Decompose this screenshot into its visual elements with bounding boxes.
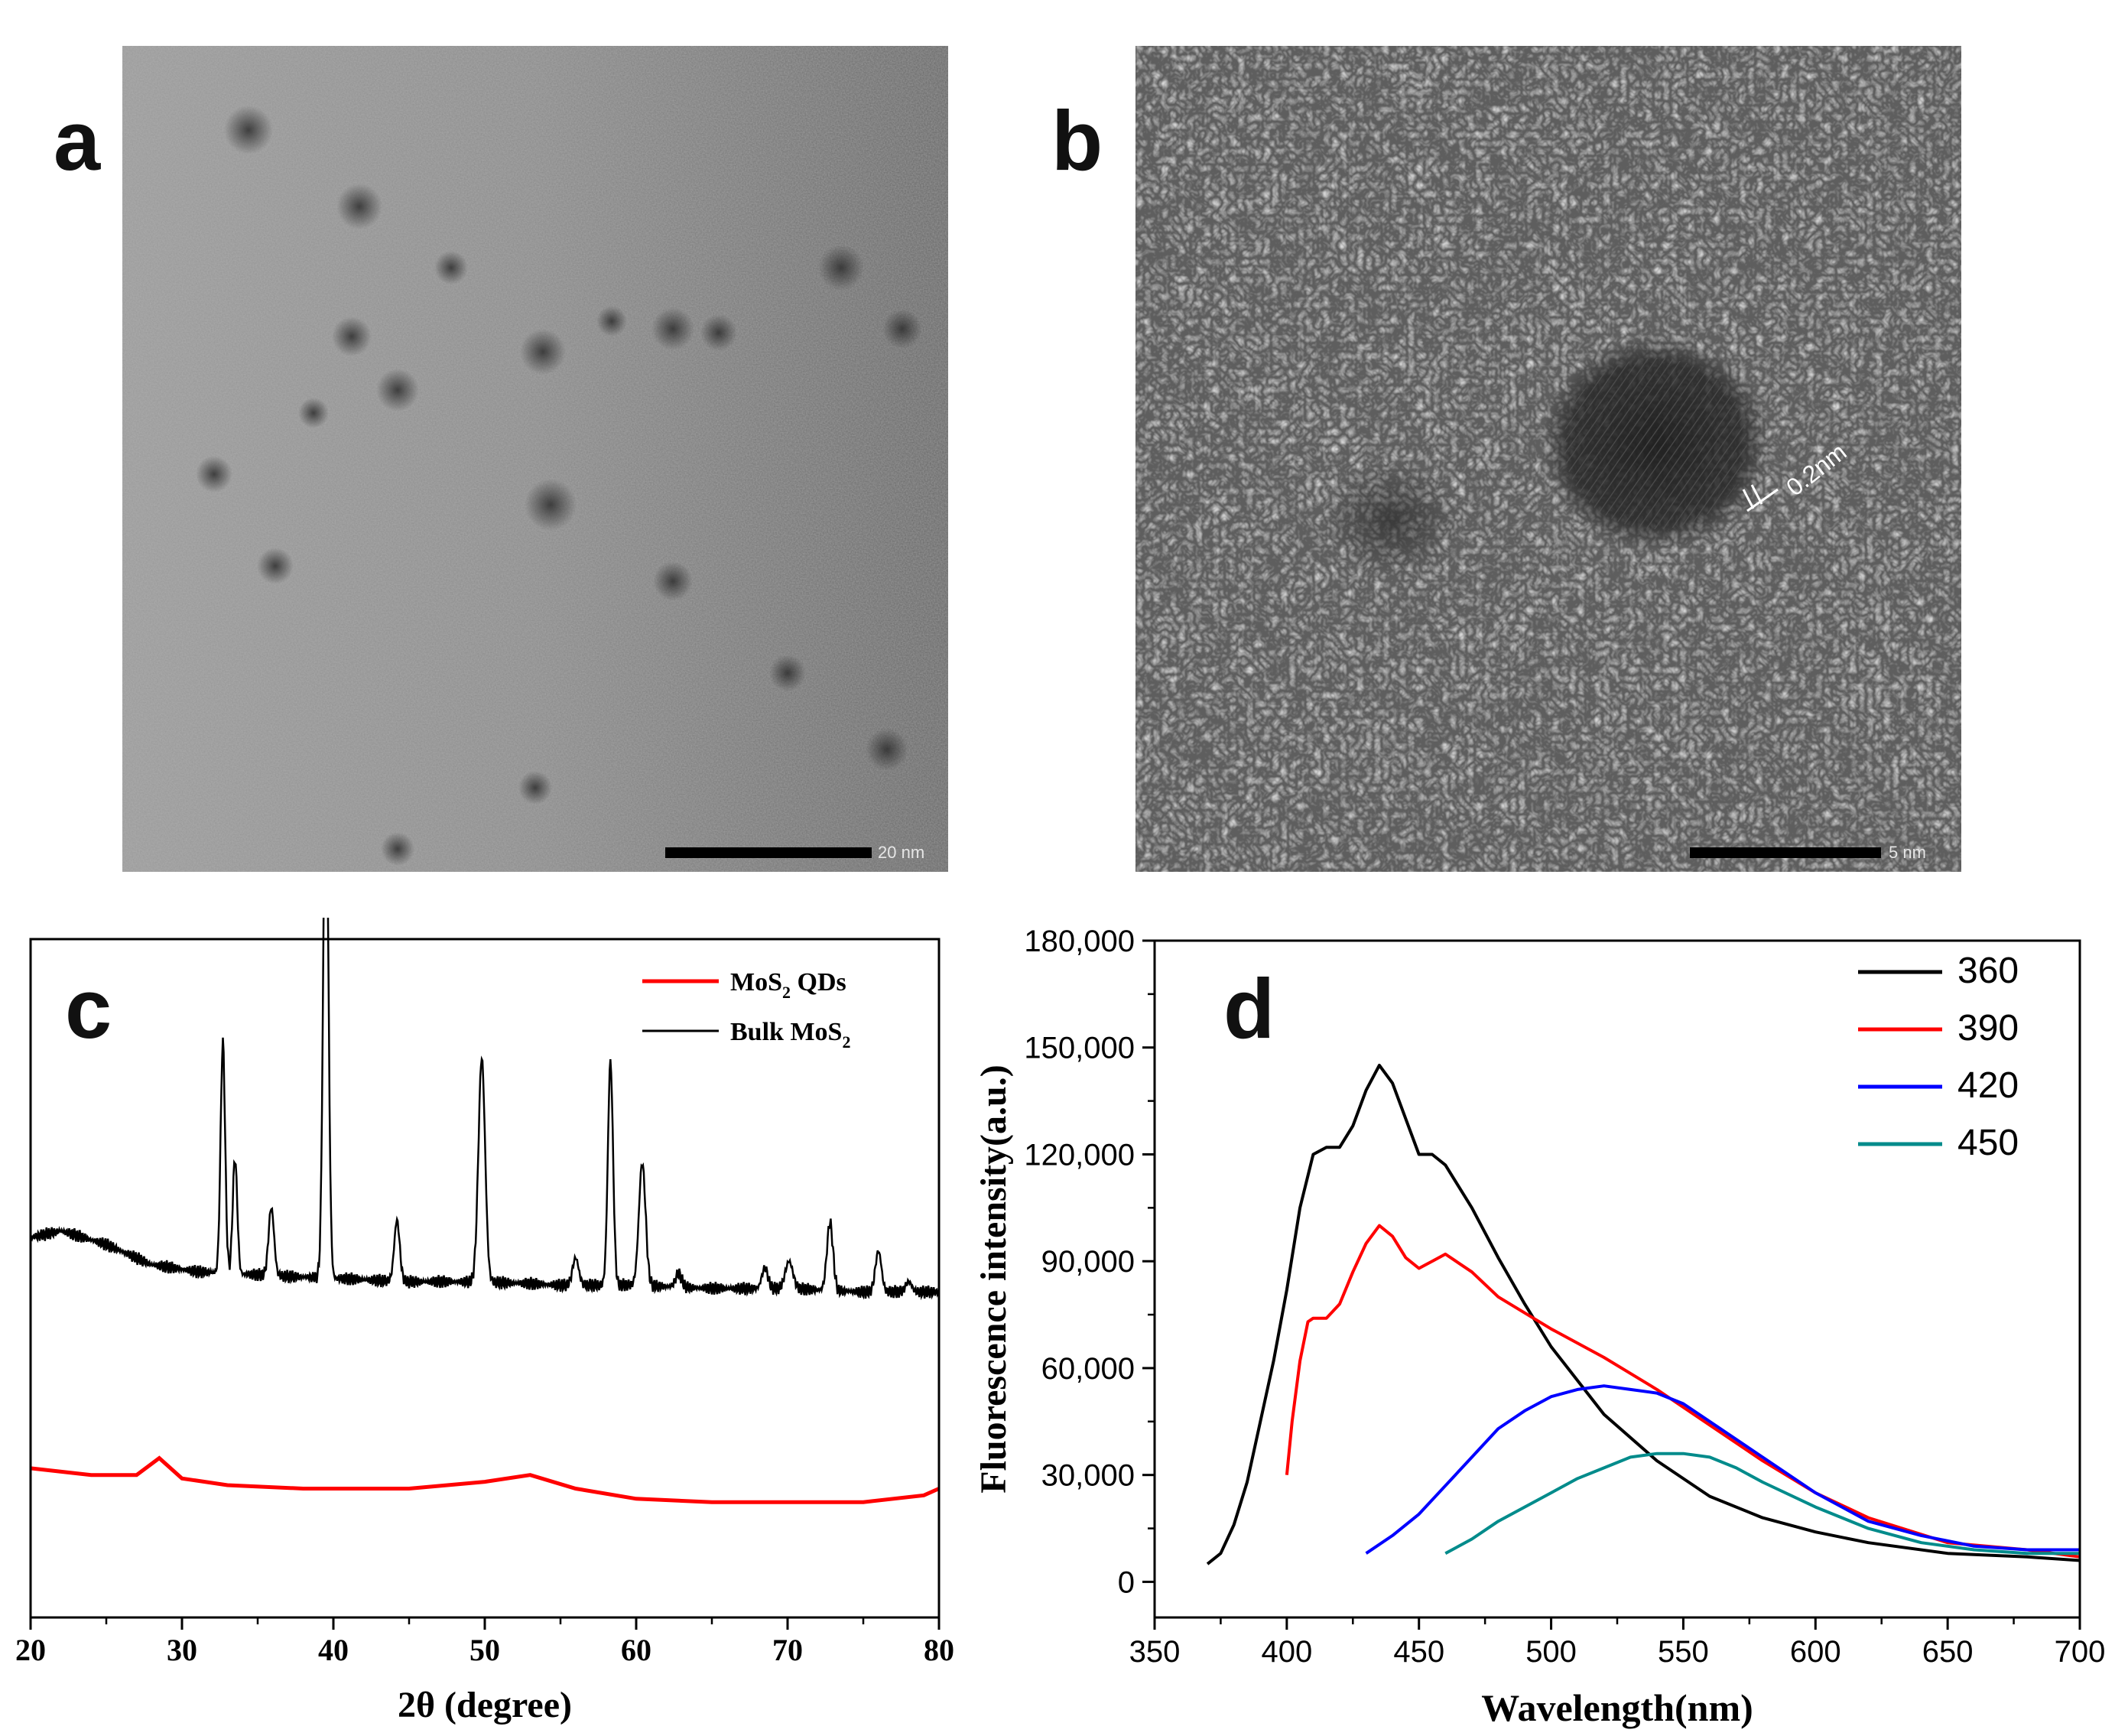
panel-b-letter: b: [1051, 94, 1103, 188]
panel-a-tem-image: 20 nm: [122, 46, 948, 872]
panel-a-dots: [196, 106, 922, 866]
y-tick-label: 120,000: [1024, 1138, 1135, 1172]
panel-b-lattice-marker: [1742, 484, 1779, 512]
series-line-420: [1365, 1384, 2080, 1555]
y-tick-label: 0: [1118, 1565, 1135, 1599]
legend-entry-450: 450: [1957, 1123, 2019, 1163]
x-tick-label: 60: [621, 1633, 651, 1667]
x-tick-label: 30: [167, 1633, 197, 1667]
plot-frame: [1153, 939, 2081, 1619]
x-tick-label: 450: [1393, 1635, 1444, 1669]
panel-a-letter: a: [54, 94, 101, 188]
legend-text-subscript: 2: [842, 1032, 850, 1052]
y-tick-label: 150,000: [1024, 1032, 1135, 1065]
x-tick-label: 500: [1525, 1635, 1577, 1669]
panel-d-letter: d: [1223, 962, 1275, 1056]
panel-b-tem-image: 0.2nm 5 nm: [1135, 46, 1961, 872]
y-tick-label: 90,000: [1041, 1245, 1135, 1279]
x-axis-label: 2θ (degree): [398, 1685, 572, 1725]
legend-text-subscript: 2: [782, 983, 791, 1002]
x-tick-label: 40: [318, 1633, 349, 1667]
panel-b-tem-svg: 0.2nm: [1135, 46, 1961, 872]
panel-c-letter: c: [65, 962, 112, 1056]
series-line-bulk-mos2: [30, 918, 941, 1301]
y-tick-label: 180,000: [1024, 925, 1135, 958]
y-tick-label: 30,000: [1041, 1459, 1135, 1493]
legend-text-main: Bulk MoS: [730, 1018, 842, 1046]
legend-entry-bulk-mos2: Bulk MoS2: [730, 1018, 850, 1052]
x-tick-label: 700: [2055, 1635, 2106, 1669]
y-tick-label: 60,000: [1041, 1352, 1135, 1386]
x-tick-label: 80: [924, 1633, 954, 1667]
series-line-mos2-qds: [30, 1455, 941, 1504]
x-axis-label: Wavelength(nm): [1481, 1686, 1753, 1729]
x-tick-label: 70: [772, 1633, 803, 1667]
x-tick-label: 50: [469, 1633, 500, 1667]
legend-entry-360: 360: [1957, 951, 2019, 991]
legend-text-tail: QDs: [791, 968, 846, 996]
x-tick-label: 550: [1658, 1635, 1709, 1669]
x-tick-label: 350: [1129, 1635, 1181, 1669]
legend-text-main: MoS: [730, 968, 782, 996]
x-tick-label: 600: [1790, 1635, 1841, 1669]
panel-a-tem-svg: [122, 46, 948, 872]
x-tick-label: 20: [15, 1633, 46, 1667]
panel-a-scale-bar: [665, 847, 872, 858]
legend-entry-390: 390: [1957, 1008, 2019, 1048]
panel-b-scale-label: 5 nm: [1889, 843, 1926, 862]
y-axis-label: Fluorescence intensity(a.u.): [973, 1065, 1014, 1493]
series-line-450: [1444, 1452, 2080, 1556]
x-tick-label: 400: [1261, 1635, 1312, 1669]
panel-d-fluorescence-chart: 350 400 450 500 550 600 650 700 0 30,000 60,000 90,…: [973, 925, 2106, 1729]
series-line-390: [1285, 1224, 2081, 1559]
series-line-360: [1206, 1064, 2081, 1565]
panel-b-nanoparticle: [1541, 336, 1770, 551]
panel-a-scale-label: 20 nm: [878, 843, 925, 862]
legend-entry-mos2-qds: MoS2 QDs: [730, 968, 846, 1002]
legend-entry-420: 420: [1957, 1065, 2019, 1106]
panel-b-small-particle: [1323, 463, 1460, 577]
x-tick-label: 650: [1922, 1635, 1974, 1669]
panel-b-scale-bar: [1690, 847, 1881, 858]
